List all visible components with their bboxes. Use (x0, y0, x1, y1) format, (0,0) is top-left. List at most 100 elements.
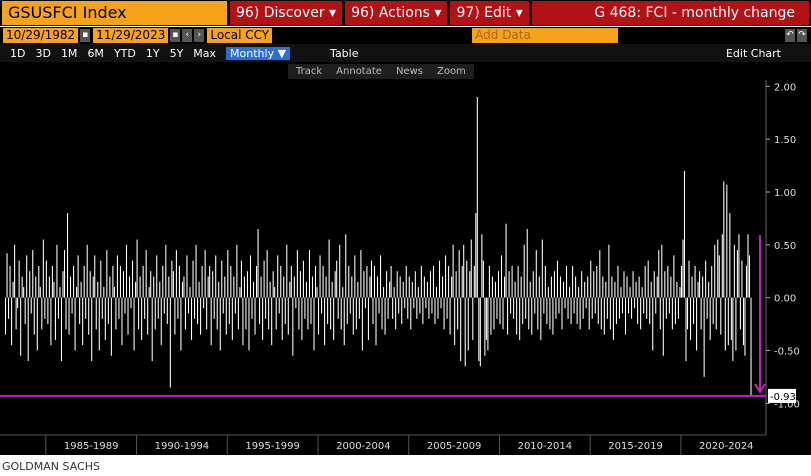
bar (532, 271, 534, 298)
bar (275, 297, 277, 330)
start-date[interactable]: 10/29/1982 (3, 28, 79, 43)
bar (86, 244, 88, 298)
calendar-button[interactable]: ▪ (80, 29, 91, 42)
bar (154, 297, 156, 330)
bar (721, 234, 723, 298)
bar (641, 287, 643, 298)
bar (8, 297, 10, 319)
currency[interactable]: Local CCY (207, 28, 273, 43)
bar (414, 271, 416, 298)
bar (739, 297, 741, 330)
bar (88, 297, 90, 335)
bar (112, 265, 114, 298)
bar (386, 271, 388, 298)
add-data[interactable]: Add Data (472, 28, 619, 43)
bar (438, 260, 441, 298)
next-button[interactable]: › (194, 29, 205, 42)
range-button[interactable]: 3D (35, 46, 51, 60)
bar (79, 297, 81, 325)
bar (77, 255, 79, 298)
range-button[interactable]: YTD (113, 46, 136, 60)
bar (686, 297, 689, 330)
bar (151, 297, 153, 362)
last-value-box (768, 388, 796, 403)
menu[interactable]: 97) Edit ▾ (450, 1, 529, 25)
bar (750, 297, 752, 396)
bar (157, 297, 159, 319)
bar (109, 276, 111, 298)
bar (94, 255, 96, 298)
edit-chart[interactable]: Edit Chart (725, 46, 781, 60)
bar (511, 265, 513, 298)
range-button[interactable]: 1D (10, 46, 26, 60)
range-button[interactable]: 1Y (145, 46, 160, 60)
tools: Track Annotate News Zoom (288, 63, 474, 79)
bar (500, 255, 503, 298)
prev-button[interactable]: ‹ (182, 29, 193, 42)
frequency[interactable]: Monthly ▼ (226, 46, 291, 60)
bar (12, 281, 14, 298)
bar (215, 255, 217, 298)
bar (57, 297, 59, 319)
redo-button[interactable]: ↷ (797, 29, 807, 42)
bar (121, 297, 123, 346)
y-tick-label: 1.50 (774, 135, 796, 146)
bar (404, 297, 406, 309)
bar (197, 297, 199, 325)
table-button[interactable]: Table (330, 46, 359, 60)
bar (401, 297, 403, 325)
bar (358, 297, 360, 319)
bar (169, 297, 171, 388)
bar (526, 228, 528, 298)
menu[interactable]: 96) Discover ▾ (230, 1, 343, 25)
bar (113, 287, 115, 298)
tool[interactable]: Track (296, 65, 323, 77)
bar (287, 297, 289, 335)
bar (508, 271, 510, 298)
bar (259, 297, 261, 325)
bar (349, 297, 351, 314)
calendar-button[interactable]: ▪ (170, 29, 181, 42)
bar (187, 297, 190, 314)
bar (76, 287, 78, 298)
bar (213, 297, 215, 319)
bar (564, 297, 566, 309)
range-button[interactable]: Max (193, 46, 217, 60)
tool[interactable]: Zoom (436, 65, 466, 77)
range-button[interactable]: 1M (60, 46, 78, 60)
bar (313, 297, 315, 351)
bar (697, 281, 699, 298)
bar (653, 271, 655, 298)
bar (106, 250, 108, 298)
bar (437, 297, 439, 319)
bar (305, 281, 307, 298)
bar (9, 265, 11, 298)
tool[interactable]: News (395, 65, 423, 77)
end-date[interactable]: 11/29/2023 (93, 28, 169, 43)
bar (107, 297, 109, 325)
bar (514, 281, 516, 298)
ticker[interactable]: GSUSFCI Index (2, 1, 227, 25)
bar (301, 297, 303, 340)
range-button[interactable]: 6M (87, 46, 104, 60)
bar (204, 250, 206, 298)
bar (53, 281, 55, 298)
bar (130, 297, 132, 309)
bar (139, 276, 141, 298)
bar (679, 287, 681, 298)
bar (440, 297, 442, 309)
bar (398, 297, 400, 314)
bar (292, 297, 294, 356)
bar (242, 297, 244, 346)
y-tick-label: 0.50 (774, 241, 796, 252)
bar (712, 297, 714, 325)
bar (116, 255, 118, 298)
bar (252, 281, 255, 298)
bar (732, 297, 734, 362)
bar (103, 287, 105, 298)
menu[interactable]: 96) Actions ▾ (345, 1, 448, 25)
range-button[interactable]: 5Y (169, 46, 184, 60)
tool[interactable]: Annotate (336, 65, 382, 77)
undo-button[interactable]: ↶ (785, 29, 795, 42)
bar (239, 287, 241, 298)
